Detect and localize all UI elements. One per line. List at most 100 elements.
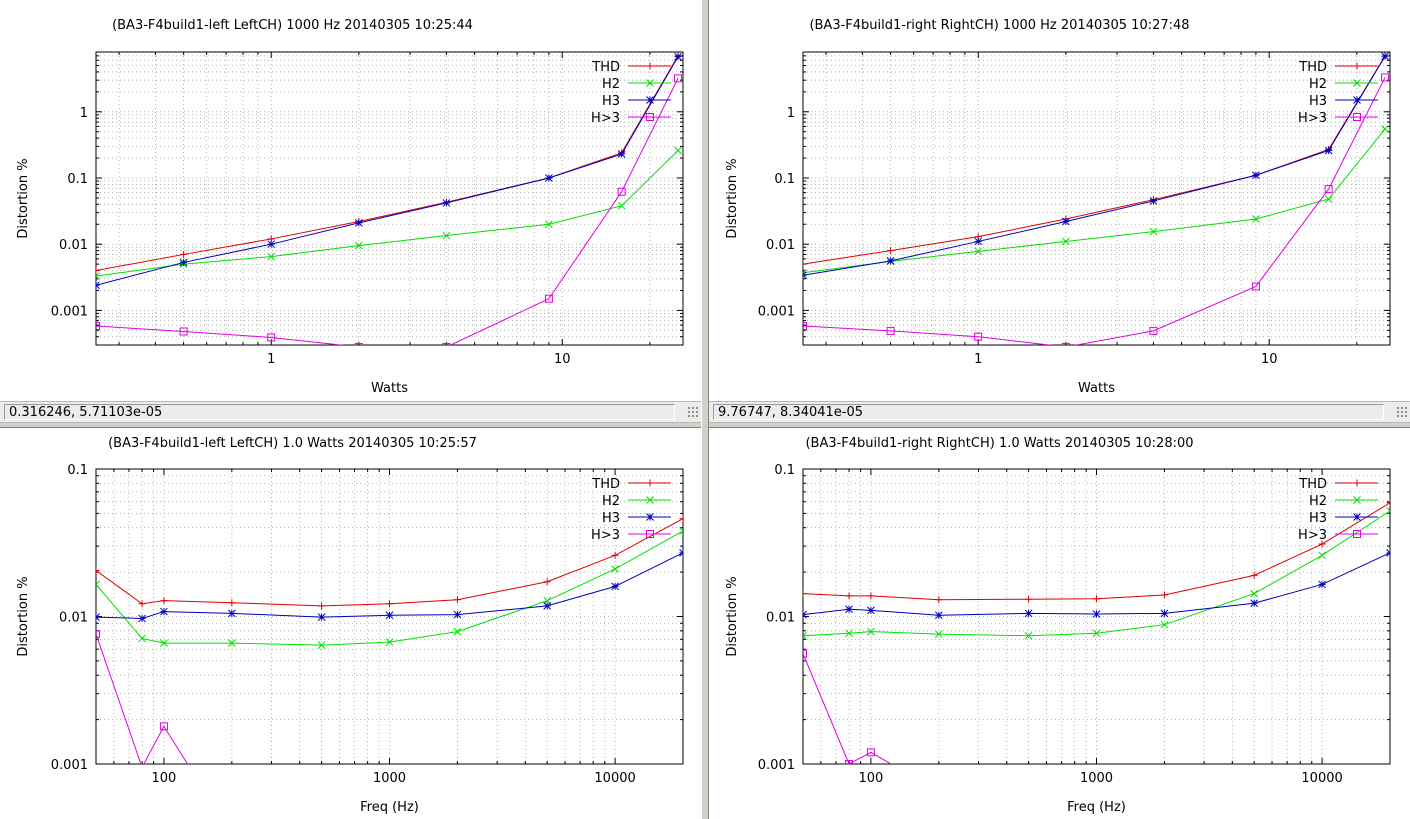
plot-window-right-power[interactable]: 1 10 0.001 0.01 0.1 1 (BA3-F4build1-right Righ… bbox=[709, 0, 1410, 401]
data-point bbox=[1025, 595, 1033, 603]
data-point bbox=[886, 257, 895, 265]
x-axis-label: Freq (Hz) bbox=[360, 800, 419, 815]
y-tick-label: 1 bbox=[80, 106, 88, 121]
y-tick-label: 0.1 bbox=[774, 172, 795, 187]
data-point bbox=[1318, 540, 1326, 548]
data-point bbox=[160, 597, 168, 605]
data-point bbox=[617, 201, 626, 210]
data-point bbox=[317, 613, 326, 621]
data-point bbox=[674, 146, 682, 155]
tick-marks bbox=[803, 51, 1390, 346]
y-axis-label: Distortion % bbox=[725, 158, 740, 238]
y-tick-label: 0.1 bbox=[774, 463, 795, 478]
data-point bbox=[138, 600, 146, 608]
data-point bbox=[617, 150, 626, 158]
grid bbox=[96, 52, 683, 345]
series-line-THD bbox=[96, 518, 683, 607]
series-layer bbox=[96, 515, 683, 764]
data-point bbox=[96, 267, 100, 275]
data-point bbox=[179, 258, 188, 267]
plot-canvas[interactable]: 100 1000 10000 0.001 0.01 0.1 (BA3-F4build1-ri… bbox=[709, 428, 1410, 819]
plot-frame bbox=[802, 51, 1391, 346]
data-point bbox=[611, 582, 619, 591]
plot-canvas[interactable]: 1 10 0.001 0.01 0.1 1 (BA3-F4build1-right Righ… bbox=[709, 0, 1410, 401]
data-point bbox=[1324, 195, 1333, 203]
series-line-Hgt3 bbox=[803, 77, 1386, 345]
plot-window-left-frequency[interactable]: 100 1000 10000 0.001 0.01 0.1 (BA3-F4build1-le… bbox=[0, 428, 701, 819]
data-point bbox=[803, 610, 807, 619]
legend-marker bbox=[1353, 62, 1361, 70]
data-point bbox=[1381, 52, 1389, 61]
data-point bbox=[385, 638, 394, 647]
legend-marker bbox=[646, 479, 654, 487]
data-point bbox=[674, 74, 683, 83]
data-point bbox=[617, 187, 626, 196]
series-line-H3 bbox=[96, 552, 683, 619]
data-point bbox=[267, 240, 276, 249]
legend-marker bbox=[1353, 530, 1361, 538]
data-point bbox=[1250, 589, 1259, 598]
series-line-THD bbox=[96, 55, 679, 272]
data-point bbox=[159, 722, 168, 731]
data-point bbox=[803, 631, 807, 640]
data-point bbox=[385, 611, 394, 620]
x-axis-label: Freq (Hz) bbox=[1067, 800, 1126, 815]
chart-title: (BA3-F4build1-right RightCH) 1.0 Watts 2… bbox=[805, 436, 1193, 451]
series-layer bbox=[96, 52, 683, 345]
x-tick-label: 100 bbox=[858, 771, 883, 786]
chart-title: (BA3-F4build1-right RightCH) 1000 Hz 201… bbox=[809, 18, 1189, 33]
data-point bbox=[543, 578, 551, 586]
legend-marker bbox=[646, 62, 654, 70]
data-point bbox=[96, 272, 100, 280]
data-point bbox=[453, 610, 462, 619]
plot-canvas[interactable]: 1 10 0.001 0.01 0.1 1 (BA3-F4build1-left LeftC… bbox=[0, 0, 701, 401]
data-point bbox=[845, 760, 854, 764]
data-point bbox=[1324, 146, 1333, 155]
tick-marks bbox=[96, 51, 683, 346]
status-bar-left: 0.316246, 5.71103e-05 bbox=[0, 401, 701, 423]
data-point bbox=[974, 332, 983, 341]
data-point bbox=[267, 252, 276, 261]
y-tick-label: 1 bbox=[787, 106, 795, 121]
legend-label: H3 bbox=[602, 511, 620, 526]
plot-window-left-power[interactable]: 1 10 0.001 0.01 0.1 1 (BA3-F4build1-left LeftC… bbox=[0, 0, 701, 401]
data-point bbox=[354, 342, 363, 345]
series-layer bbox=[803, 52, 1390, 345]
data-point bbox=[674, 52, 682, 61]
data-point bbox=[611, 551, 619, 559]
data-point bbox=[179, 327, 188, 336]
data-point bbox=[354, 219, 363, 227]
horizontal-splitter[interactable] bbox=[709, 424, 1410, 428]
data-point bbox=[544, 294, 553, 303]
series-line-H2 bbox=[803, 510, 1390, 637]
data-point bbox=[96, 281, 100, 290]
plot-canvas[interactable]: 100 1000 10000 0.001 0.01 0.1 (BA3-F4build1-le… bbox=[0, 428, 701, 819]
data-point bbox=[1318, 580, 1326, 589]
vertical-splitter[interactable] bbox=[701, 0, 709, 819]
series-line-Hgt3 bbox=[96, 633, 189, 764]
y-tick-label: 0.01 bbox=[766, 238, 795, 253]
series-line-H3 bbox=[803, 55, 1386, 276]
data-point bbox=[803, 260, 807, 268]
resize-grip-icon[interactable] bbox=[1396, 406, 1408, 418]
y-axis-label: Distortion % bbox=[16, 576, 31, 656]
data-point bbox=[934, 611, 943, 620]
data-point bbox=[1324, 185, 1333, 194]
data-point bbox=[974, 247, 983, 256]
data-point bbox=[545, 174, 553, 182]
plot-window-right-frequency[interactable]: 100 1000 10000 0.001 0.01 0.1 (BA3-F4build1-ri… bbox=[709, 428, 1410, 819]
series-line-H3 bbox=[96, 56, 679, 286]
data-point bbox=[442, 342, 451, 345]
data-point bbox=[1093, 595, 1100, 603]
data-point bbox=[96, 567, 100, 575]
data-point bbox=[228, 599, 236, 607]
data-point bbox=[138, 634, 146, 643]
legend-label: H3 bbox=[602, 94, 620, 109]
y-tick-label: 0.01 bbox=[59, 238, 88, 253]
resize-grip-icon[interactable] bbox=[687, 406, 699, 418]
data-point bbox=[679, 549, 683, 557]
legend-label: THD bbox=[1298, 60, 1327, 75]
data-point bbox=[442, 199, 451, 207]
horizontal-splitter[interactable] bbox=[0, 424, 701, 428]
legend-marker bbox=[646, 113, 654, 121]
